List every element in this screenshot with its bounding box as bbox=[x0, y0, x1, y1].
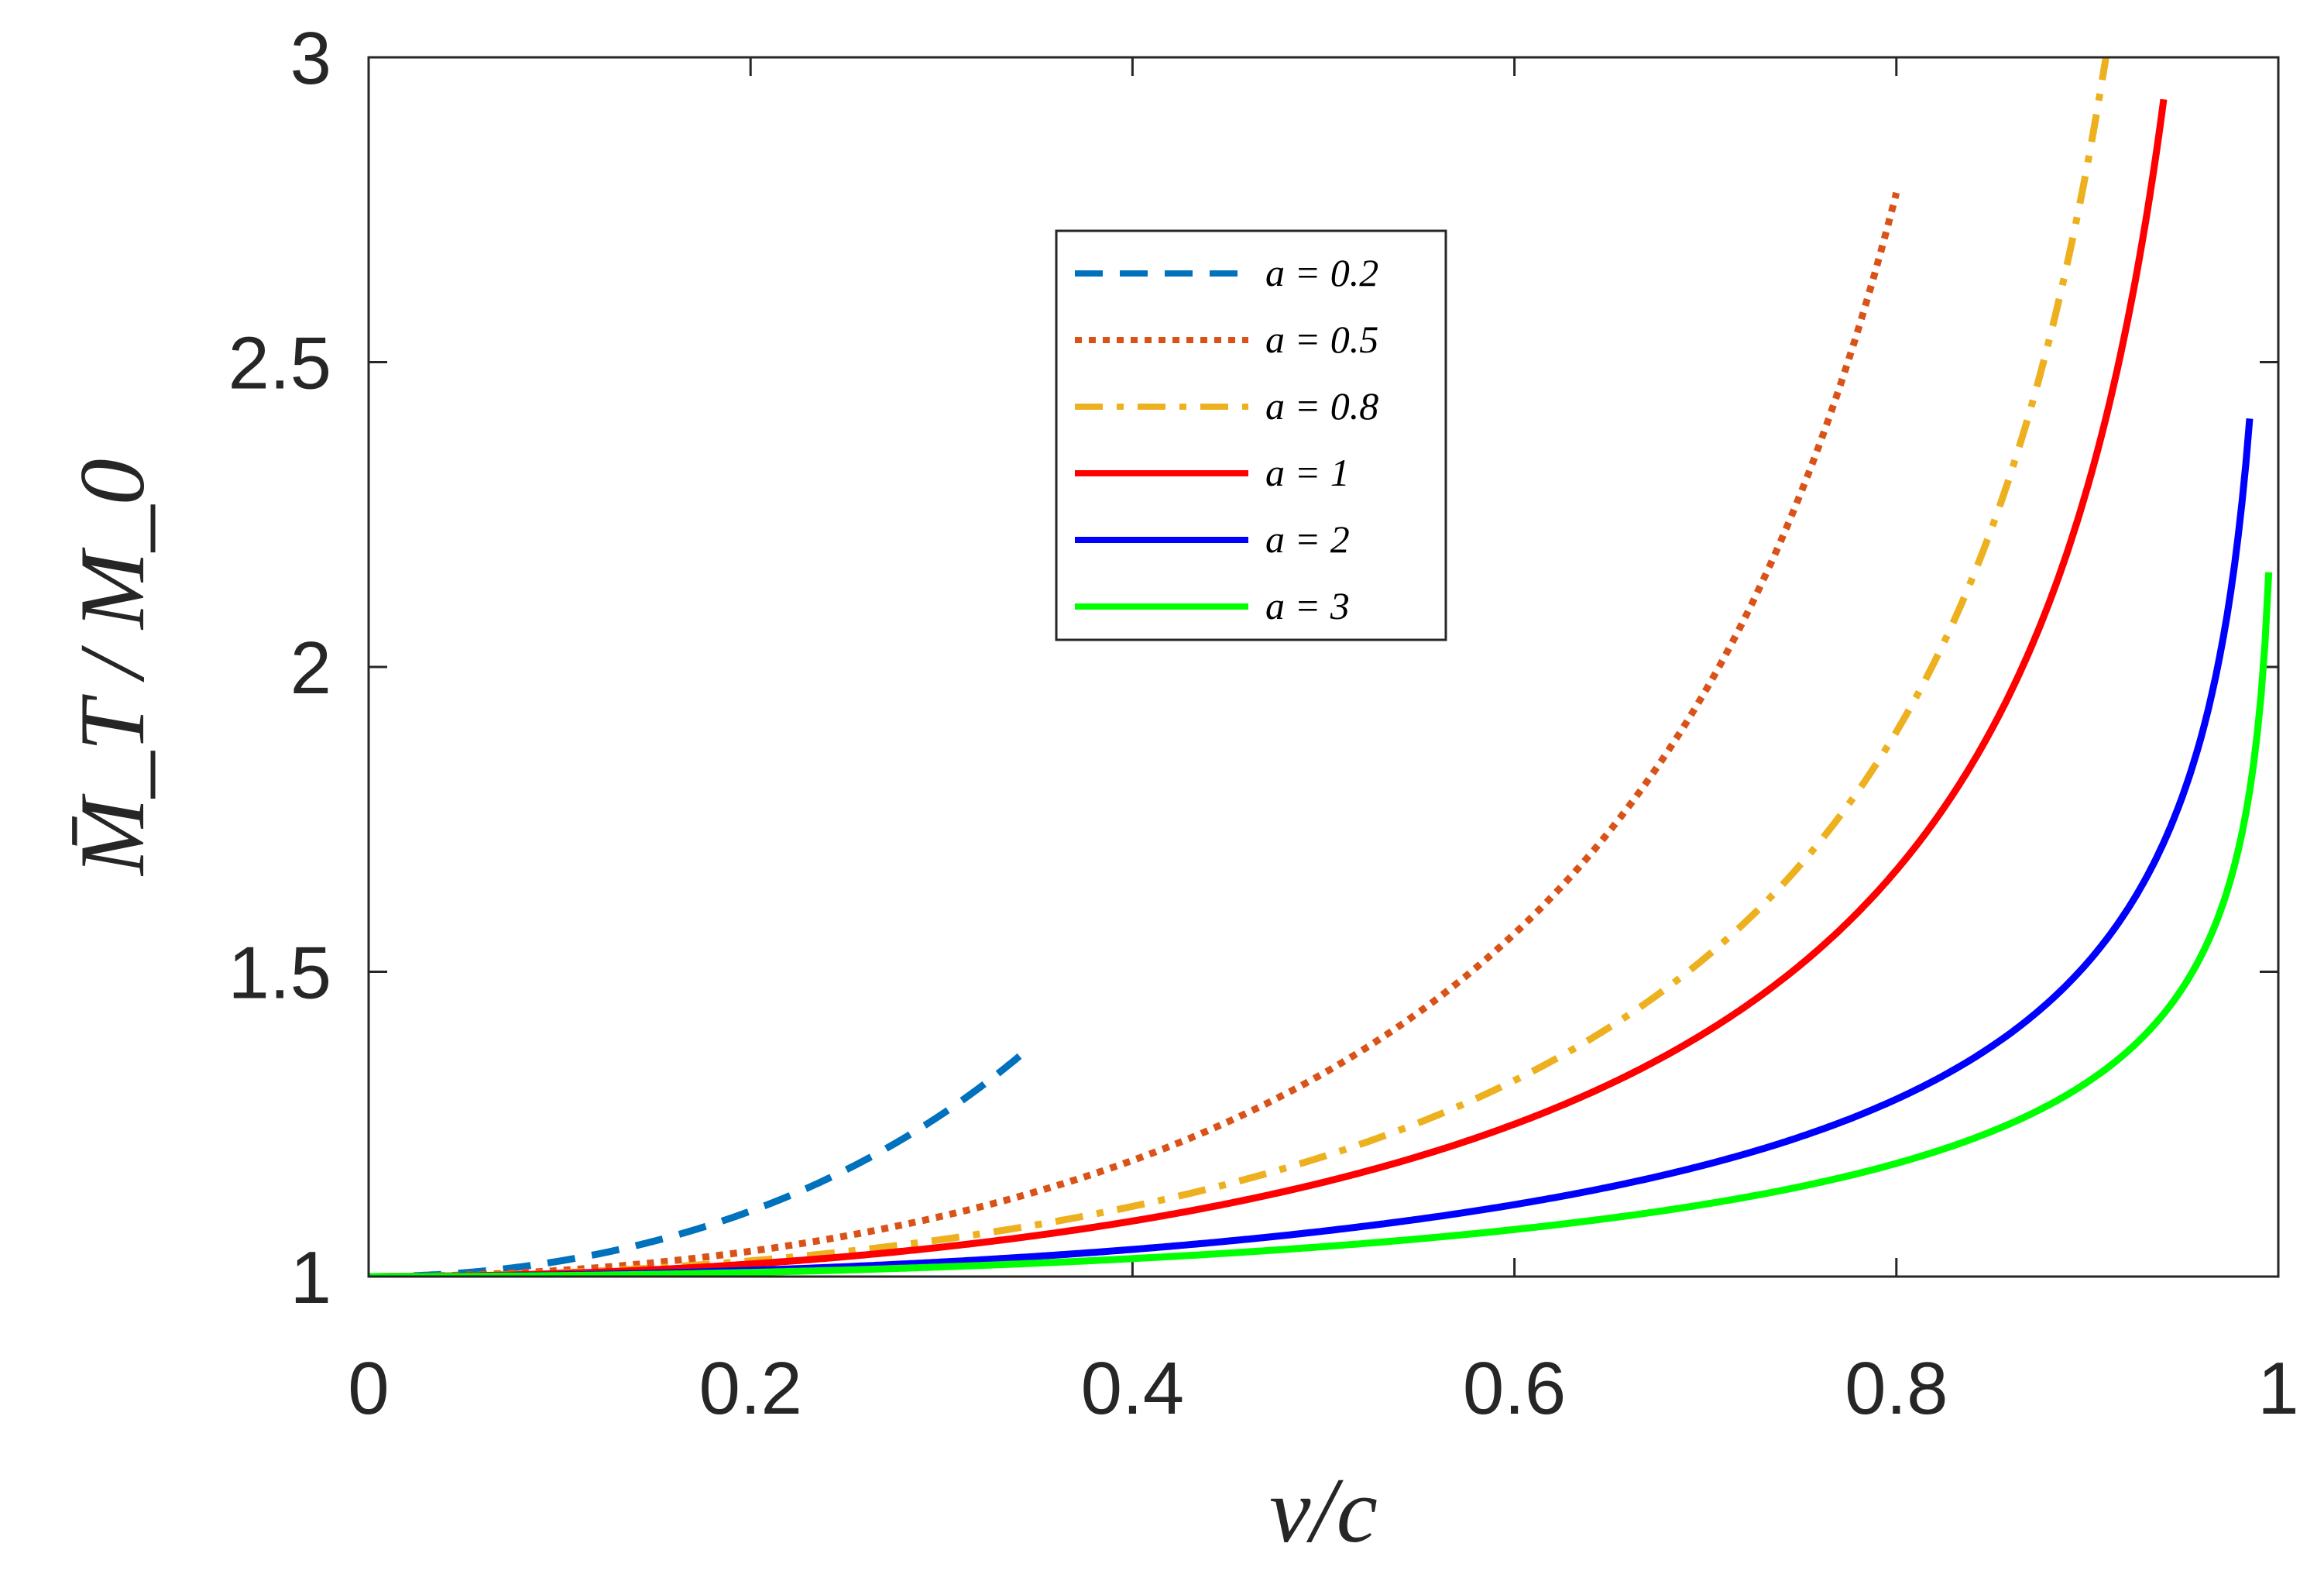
legend-label: a = 2 bbox=[1265, 517, 1350, 561]
legend: a = 0.2 a = 0.5 a = 0.8 a = 1 a = 2 a = 3 bbox=[1055, 229, 1447, 641]
x-axis-label: v/c bbox=[1269, 1459, 1378, 1562]
y-tick-label: 2 bbox=[290, 627, 331, 710]
series-line-3 bbox=[369, 57, 2109, 1277]
legend-label: a = 1 bbox=[1265, 451, 1350, 494]
y-tick-label: 3 bbox=[290, 17, 331, 100]
series-line-1 bbox=[369, 1047, 1030, 1277]
series-line-6 bbox=[369, 572, 2273, 1277]
x-tick-label: 1 bbox=[2257, 1347, 2298, 1430]
x-tick-label: 0.2 bbox=[699, 1347, 802, 1430]
legend-label: a = 3 bbox=[1265, 584, 1350, 627]
y-tick-label: 1.5 bbox=[228, 932, 331, 1015]
x-tick-label: 0 bbox=[348, 1347, 389, 1430]
series-lines bbox=[369, 57, 2273, 1277]
legend-label: a = 0.5 bbox=[1265, 318, 1378, 361]
y-tick-labels: 1 1.5 2 2.5 3 bbox=[228, 17, 331, 1319]
x-tick-label: 0.4 bbox=[1081, 1347, 1184, 1430]
plot-frame bbox=[367, 56, 2280, 1278]
legend-label: a = 0.8 bbox=[1265, 384, 1378, 428]
legend-items: a = 0.2 a = 0.5 a = 0.8 a = 1 a = 2 a = 3 bbox=[1075, 251, 1378, 627]
legend-label: a = 0.2 bbox=[1265, 251, 1378, 294]
x-tick-label: 0.8 bbox=[1845, 1347, 1948, 1430]
y-tick-label: 1 bbox=[290, 1236, 331, 1319]
y-axis-label: M̄_T / M_0 bbox=[60, 459, 163, 877]
series-line-2 bbox=[369, 191, 1900, 1277]
legend-box bbox=[1055, 229, 1447, 641]
y-tick-label: 2.5 bbox=[228, 322, 331, 405]
series-line-4 bbox=[369, 98, 2168, 1277]
x-tick-label: 0.6 bbox=[1463, 1347, 1566, 1430]
x-tick-labels: 0 0.2 0.4 0.6 0.8 1 bbox=[348, 1347, 2298, 1430]
